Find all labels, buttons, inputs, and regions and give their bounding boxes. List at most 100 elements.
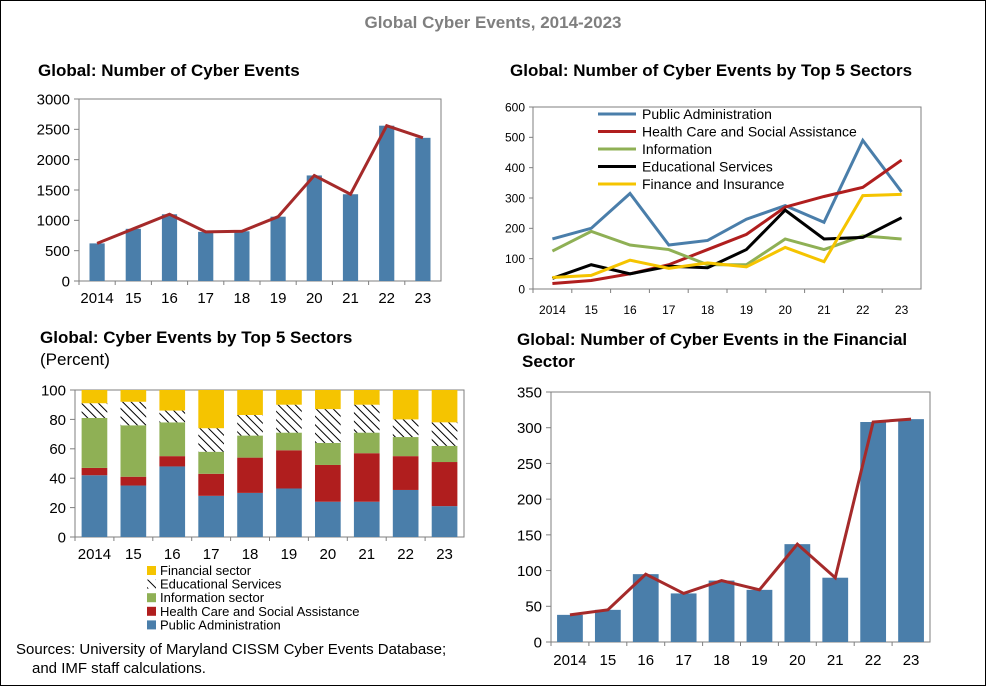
c3-segment-0 <box>431 506 458 537</box>
c3-xtick-label: 17 <box>203 546 220 563</box>
c1-xtick-label: 20 <box>306 290 323 307</box>
c4-bar <box>708 580 735 642</box>
c2-xtick-label: 17 <box>662 303 676 317</box>
c3-segment-4 <box>353 390 380 405</box>
c4-ytick-label: 0 <box>534 634 542 651</box>
c2-legend-label: Finance and Insurance <box>642 176 785 192</box>
main-title: Global Cyber Events, 2014-2023 <box>364 13 622 32</box>
c4-bar <box>594 609 621 642</box>
c3-segment-3 <box>315 409 341 443</box>
c1-xtick-label: 17 <box>197 290 214 307</box>
c1-ytick-label: 500 <box>45 243 70 260</box>
c4-ytick-label: 100 <box>517 563 542 580</box>
c4-xtick-label: 20 <box>789 652 806 669</box>
c4-xtick-label: 23 <box>903 652 920 669</box>
c3-segment-1 <box>120 476 147 486</box>
c3-legend-swatch <box>147 606 156 616</box>
c2-xtick-label: 19 <box>740 303 754 317</box>
c4-bar <box>746 589 773 642</box>
c4-ytick-label: 300 <box>517 420 542 437</box>
c4-ytick-label: 200 <box>517 492 542 509</box>
c4-ytick-label: 150 <box>517 527 542 544</box>
c3-xtick-label: 20 <box>320 546 337 563</box>
c3-segment-0 <box>120 485 147 537</box>
c4-xtick-label: 22 <box>865 652 882 669</box>
c2-xtick-label: 20 <box>779 303 793 317</box>
c3-segment-4 <box>276 390 302 405</box>
c4-bar <box>898 419 924 642</box>
c4-xtick-label: 15 <box>600 652 617 669</box>
c3-ytick-label: 20 <box>49 500 66 517</box>
c3-segment-3 <box>392 419 419 438</box>
c1-bar <box>415 137 431 281</box>
c3-xtick-label: 19 <box>281 546 298 563</box>
c2-series-line-0 <box>552 137 903 247</box>
c1-bar <box>379 125 395 282</box>
c4-xtick-label: 18 <box>713 652 730 669</box>
c3-segment-4 <box>315 390 341 410</box>
c3-segment-3 <box>353 404 380 433</box>
c4-bar <box>670 593 697 642</box>
c3-segment-2 <box>198 451 224 474</box>
c1-xtick-label: 19 <box>270 290 287 307</box>
c4-xtick-label: 21 <box>827 652 844 669</box>
c1-ytick-label: 2500 <box>37 122 70 139</box>
c1-xtick-label: 16 <box>161 290 178 307</box>
c3-ytick-label: 100 <box>41 382 66 399</box>
c3-segment-4 <box>431 390 458 423</box>
c3-segment-4 <box>237 390 263 415</box>
c3-segment-4 <box>81 390 108 404</box>
c1-ytick-label: 2000 <box>37 152 70 169</box>
c2-series-line-4 <box>552 192 902 279</box>
c4-financial-line <box>569 417 912 617</box>
c2-xtick-label: 23 <box>895 303 909 317</box>
chart3-subtitle: (Percent) <box>40 350 110 369</box>
c1-xtick-label: 2014 <box>80 290 113 307</box>
c3-segment-3 <box>431 422 458 446</box>
c3-legend-label: Educational Services <box>160 577 282 592</box>
c1-total-line <box>96 123 424 245</box>
c3-legend-swatch <box>147 620 156 630</box>
c1-ytick-label: 1000 <box>37 213 70 230</box>
c3-legend-swatch <box>147 593 156 603</box>
c3-xtick-label: 2014 <box>78 546 111 563</box>
c1-bar <box>198 231 214 281</box>
c1-bar <box>270 216 286 281</box>
c3-legend-label: Health Care and Social Assistance <box>160 604 359 619</box>
chart4-title-line2: Sector <box>522 352 575 371</box>
c3-segment-1 <box>315 464 341 502</box>
c3-ytick-label: 0 <box>58 529 66 546</box>
c3-xtick-label: 23 <box>436 546 453 563</box>
c3-segment-3 <box>159 410 186 423</box>
c1-xtick-label: 21 <box>342 290 359 307</box>
c3-segment-0 <box>159 466 186 537</box>
c2-ytick-label: 300 <box>505 191 525 205</box>
c3-segment-3 <box>120 401 147 426</box>
c3-segment-4 <box>159 390 186 411</box>
c3-ytick-label: 40 <box>49 471 66 488</box>
c2-ytick-label: 100 <box>505 252 525 266</box>
c1-bar <box>89 243 105 281</box>
c2-ytick-label: 500 <box>505 131 525 145</box>
c3-segment-1 <box>237 457 263 493</box>
c3-xtick-label: 21 <box>358 546 375 563</box>
source-line1: Sources: University of Maryland CISSM Cy… <box>16 641 447 658</box>
c3-legend-label: Public Administration <box>160 617 281 632</box>
c1-bar <box>161 214 178 281</box>
c3-xtick-label: 16 <box>164 546 181 563</box>
c3-segment-0 <box>276 488 302 537</box>
c3-xtick-label: 15 <box>125 546 142 563</box>
c3-segment-0 <box>198 495 224 537</box>
c3-segment-1 <box>159 456 186 467</box>
c4-ytick-label: 50 <box>525 599 542 616</box>
c3-segment-4 <box>120 390 147 402</box>
c2-xtick-label: 16 <box>623 303 637 317</box>
c2-legend-label: Educational Services <box>642 159 773 175</box>
c4-xtick-label: 17 <box>675 652 692 669</box>
c4-bar <box>822 577 849 642</box>
c3-segment-2 <box>315 442 341 465</box>
c3-segment-1 <box>431 462 458 507</box>
c3-legend-label: Financial sector <box>160 563 252 578</box>
c3-segment-2 <box>431 445 458 463</box>
